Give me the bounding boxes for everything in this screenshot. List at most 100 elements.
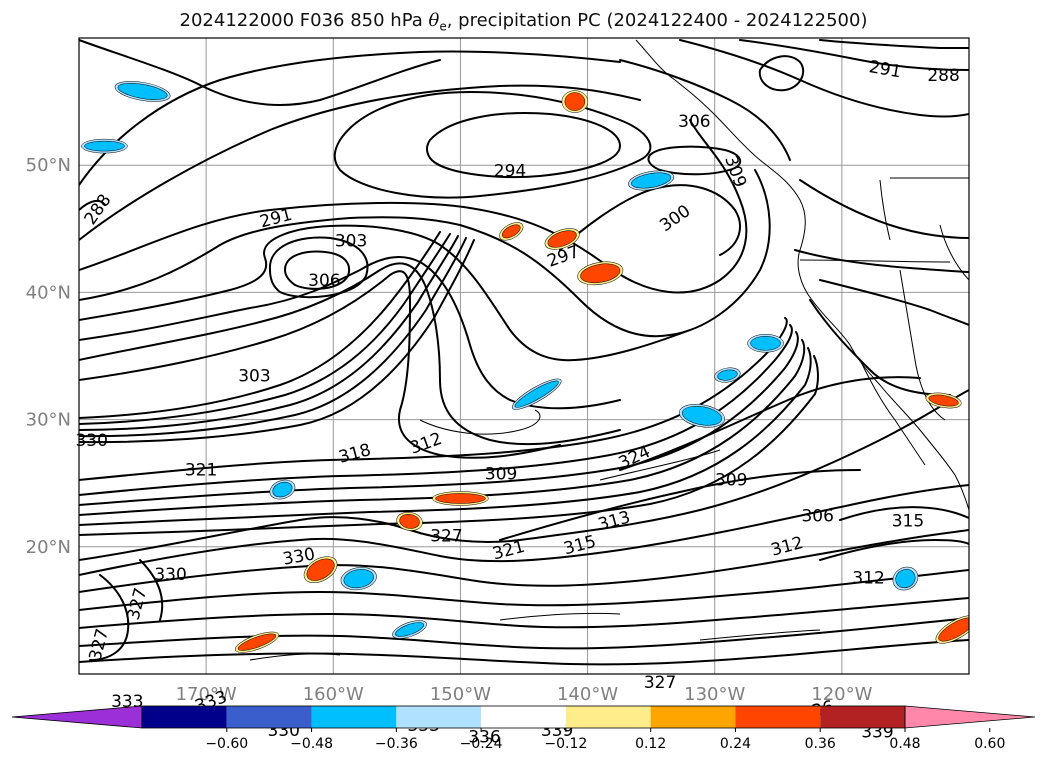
contour-line [79,317,788,481]
contour-label: 318 [337,440,374,468]
coastline [799,259,951,263]
precip-patch-core [343,569,374,589]
theta-e-contours [79,39,969,666]
precip-patch-core [272,481,293,498]
lon-tick-label: 160°W [303,684,364,705]
contour-label: 327 [85,626,113,663]
precip-patch-core [631,172,672,189]
contour-line [499,612,621,621]
contour-line [739,39,969,71]
precip-patch-core [399,514,420,529]
contour-label: 288 [81,191,116,229]
contour-label: 303 [335,232,367,252]
lon-tick-label: 120°W [811,684,872,705]
map-frame [78,37,970,675]
contour-line [619,59,791,161]
precip-patch-core [681,406,723,426]
colorbar: −0.60 −0.48 −0.36 −0.24 −0.12 0.12 0.24 0.36 0.4… [11,705,1036,752]
contour-line [794,249,969,273]
precipitation-patches [81,81,1047,653]
colorbar-tick-label: 0.12 [635,736,666,752]
gridlines [79,38,969,674]
contour-line [647,145,742,176]
contour-line [758,55,805,92]
precip-patch [1002,476,1047,516]
precip-patch-core [514,380,559,408]
colorbar-bin [311,706,397,728]
precip-patch-core [564,92,586,111]
contour-line [819,39,969,49]
contour-line [79,39,441,106]
precip-patch-core [938,617,969,642]
colorbar-tick-label: −0.60 [205,736,248,752]
contour-line [699,629,821,641]
colorbar-tick-label: 0.36 [805,736,836,752]
coastline [859,359,926,466]
contour-line [79,270,561,459]
contour-line [559,184,741,256]
contour-label: 327 [124,586,152,623]
contour-line [79,389,969,561]
contour-line [79,50,621,186]
colorbar-extend-low [11,705,143,729]
contour-label: 330 [75,431,107,451]
north-america-coastline [635,39,969,511]
contour-line [268,236,369,299]
colorbar-tick-label: −0.48 [290,736,333,752]
contour-line [79,224,691,362]
contour-label: 327 [430,527,462,547]
contour-label: 315 [892,511,924,531]
contour-line [819,539,969,561]
contour-line [799,179,969,239]
precip-patch-core [895,569,916,589]
precip-patch-core [750,336,781,351]
contour-line [619,376,921,471]
contour-label: 312 [852,569,884,589]
contour-line [499,469,861,541]
coastline [939,224,969,281]
colorbar-bin [226,706,312,728]
contour-line [79,597,969,629]
contour-line [426,112,621,179]
contour-label: 291 [258,205,295,233]
precip-patch-core [580,263,621,284]
coastline [899,269,946,421]
contour-line [139,559,164,621]
colorbar-extend-high [904,705,1036,729]
contour-line [79,639,969,666]
contour-line [79,617,969,650]
contour-line [79,347,812,526]
lon-tick-label: 170°W [176,684,237,705]
contour-label: 330 [154,565,186,585]
contour-label: 306 [801,506,833,526]
contour-label: 327 [644,673,676,693]
longitude-labels: 170°W 160°W 150°W 140°W 130°W 120°W [176,684,873,705]
contour-line [809,299,951,396]
contour-line [79,84,641,241]
contour-line [79,355,819,536]
colorbar-bin [481,706,566,728]
contour-line [79,331,799,506]
contour-line [679,39,969,118]
lon-tick-label: 140°W [557,684,618,705]
contour-label: 291 [867,57,902,82]
colorbar-bin [142,706,227,728]
colorbar-bin [565,706,651,728]
precip-patch-core [435,493,486,504]
lon-tick-label: 130°W [684,684,745,705]
contour-line [79,237,467,438]
contour-line [79,339,806,516]
latitude-labels: 50°N 40°N 30°N 20°N [26,155,71,558]
precip-patch-core [237,633,277,651]
precip-patch-core [395,622,425,637]
contour-label: 321 [185,460,217,480]
contour-line [79,255,621,410]
colorbar-bin [735,706,821,728]
contour-label: 336 [468,728,500,748]
lat-tick-label: 30°N [26,410,71,431]
contour-line [599,449,721,481]
thin-contours [249,409,821,661]
lat-tick-label: 40°N [26,282,71,303]
colorbar-tick-label: 0.48 [889,736,920,752]
